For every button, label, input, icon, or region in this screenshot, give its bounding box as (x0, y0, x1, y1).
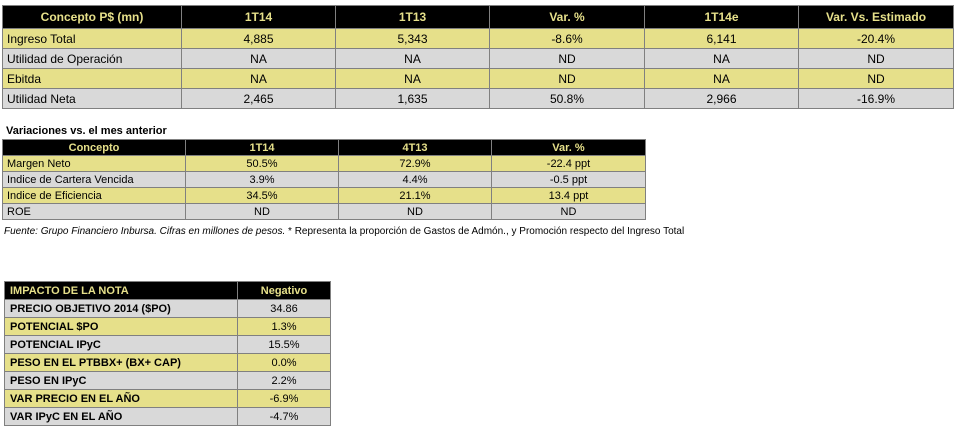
col-header-var-estimado: Var. Vs. Estimado (798, 5, 954, 29)
col-header-1t13: 1T13 (335, 5, 490, 29)
table-cell: 4.4% (338, 171, 492, 188)
table-cell: 13.4 ppt (491, 187, 646, 204)
row-label: POTENCIAL $PO (4, 317, 238, 336)
footnote: Fuente: Grupo Financiero Inbursa. Cifras… (4, 226, 684, 237)
table-row: POTENCIAL $PO 1.3% (4, 317, 331, 336)
table-cell: NA (181, 48, 336, 69)
table-cell: NA (335, 48, 490, 69)
col-header-var: Var. % (491, 139, 646, 156)
table-cell: 2,465 (181, 88, 336, 109)
table-header-row: IMPACTO DE LA NOTA Negativo (4, 281, 331, 300)
col-header-concepto: Concepto P$ (mn) (2, 5, 182, 29)
table-header-row: Concepto 1T14 4T13 Var. % (2, 139, 646, 156)
table-cell: 5,343 (335, 28, 490, 49)
row-label: Margen Neto (2, 155, 186, 172)
row-label: VAR IPyC EN EL AÑO (4, 407, 238, 426)
row-label: Utilidad Neta (2, 88, 182, 109)
section-title: Variaciones vs. el mes anterior (6, 125, 167, 137)
row-label: Indice de Cartera Vencida (2, 171, 186, 188)
table-cell: ND (798, 68, 954, 89)
table-cell: ND (489, 68, 645, 89)
table-row: PESO EN IPyC 2.2% (4, 371, 331, 390)
table-cell: -6.9% (237, 389, 331, 408)
row-label: Indice de Eficiencia (2, 187, 186, 204)
table-row: POTENCIAL IPyC 15.5% (4, 335, 331, 354)
table-cell: 2.2% (237, 371, 331, 390)
table-header-row: Concepto P$ (mn) 1T14 1T13 Var. % 1T14e … (2, 5, 954, 29)
variations-table: Concepto 1T14 4T13 Var. % Margen Neto 50… (2, 139, 646, 220)
table-cell: 34.86 (237, 299, 331, 318)
row-label: VAR PRECIO EN EL AÑO (4, 389, 238, 408)
col-header-negativo: Negativo (237, 281, 331, 300)
table-cell: -22.4 ppt (491, 155, 646, 172)
row-label: ROE (2, 203, 186, 220)
table-cell: 72.9% (338, 155, 492, 172)
footnote-remark: * Representa la proporción de Gastos de … (285, 226, 685, 237)
table-row: PESO EN EL PTBBX+ (BX+ CAP) 0.0% (4, 353, 331, 372)
table-cell: NA (181, 68, 336, 89)
table-cell: 50.5% (185, 155, 339, 172)
table-cell: 4,885 (181, 28, 336, 49)
table-cell: -4.7% (237, 407, 331, 426)
col-header-1t14: 1T14 (181, 5, 336, 29)
row-label: Ingreso Total (2, 28, 182, 49)
row-label: PESO EN IPyC (4, 371, 238, 390)
row-label: Utilidad de Operación (2, 48, 182, 69)
table-cell: 1.3% (237, 317, 331, 336)
table-cell: -8.6% (489, 28, 645, 49)
table-cell: NA (644, 68, 799, 89)
row-label: PRECIO OBJETIVO 2014 ($PO) (4, 299, 238, 318)
table-cell: 34.5% (185, 187, 339, 204)
col-header-impacto: IMPACTO DE LA NOTA (4, 281, 238, 300)
table-row: PRECIO OBJETIVO 2014 ($PO) 34.86 (4, 299, 331, 318)
table-cell: 50.8% (489, 88, 645, 109)
col-header-var: Var. % (489, 5, 645, 29)
col-header-4t13: 4T13 (338, 139, 492, 156)
table-row: Margen Neto 50.5% 72.9% -22.4 ppt (2, 155, 646, 172)
table-cell: ND (489, 48, 645, 69)
col-header-1t14: 1T14 (185, 139, 339, 156)
table-cell: -0.5 ppt (491, 171, 646, 188)
table-cell: 21.1% (338, 187, 492, 204)
table-row: Ebitda NA NA ND NA ND (2, 68, 954, 89)
impact-table: IMPACTO DE LA NOTA Negativo PRECIO OBJET… (4, 281, 331, 426)
table-cell: NA (644, 48, 799, 69)
table-cell: ND (185, 203, 339, 220)
col-header-1t14e: 1T14e (644, 5, 799, 29)
table-cell: ND (798, 48, 954, 69)
table-cell: -20.4% (798, 28, 954, 49)
table-cell: NA (335, 68, 490, 89)
footnote-source: Fuente: Grupo Financiero Inbursa. Cifras… (4, 226, 286, 237)
table-row: Ingreso Total 4,885 5,343 -8.6% 6,141 -2… (2, 28, 954, 49)
table-row: VAR IPyC EN EL AÑO -4.7% (4, 407, 331, 426)
table-cell: -16.9% (798, 88, 954, 109)
table-cell: 2,966 (644, 88, 799, 109)
col-header-concepto: Concepto (2, 139, 186, 156)
table-row: ROE ND ND ND (2, 203, 646, 220)
table-row: Utilidad Neta 2,465 1,635 50.8% 2,966 -1… (2, 88, 954, 109)
table-cell: 15.5% (237, 335, 331, 354)
table-row: VAR PRECIO EN EL AÑO -6.9% (4, 389, 331, 408)
row-label: PESO EN EL PTBBX+ (BX+ CAP) (4, 353, 238, 372)
row-label: Ebitda (2, 68, 182, 89)
table-cell: ND (491, 203, 646, 220)
table-cell: 3.9% (185, 171, 339, 188)
table-cell: 6,141 (644, 28, 799, 49)
table-cell: 1,635 (335, 88, 490, 109)
table-cell: ND (338, 203, 492, 220)
table-row: Indice de Cartera Vencida 3.9% 4.4% -0.5… (2, 171, 646, 188)
table-row: Utilidad de Operación NA NA ND NA ND (2, 48, 954, 69)
table-cell: 0.0% (237, 353, 331, 372)
table-row: Indice de Eficiencia 34.5% 21.1% 13.4 pp… (2, 187, 646, 204)
row-label: POTENCIAL IPyC (4, 335, 238, 354)
results-table: Concepto P$ (mn) 1T14 1T13 Var. % 1T14e … (2, 5, 954, 109)
